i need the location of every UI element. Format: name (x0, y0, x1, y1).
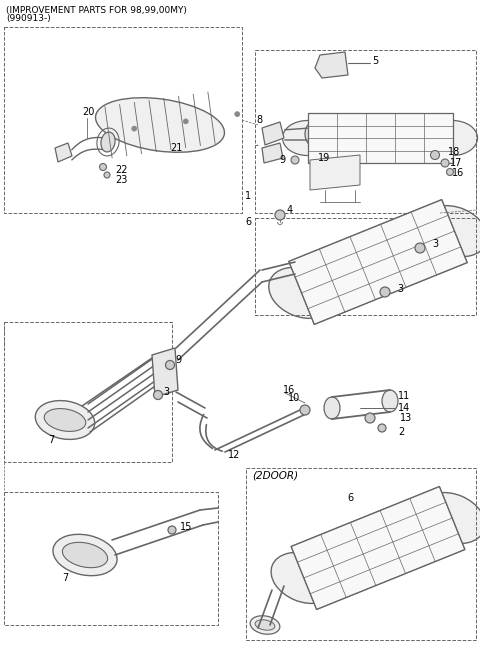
Text: 21: 21 (170, 143, 182, 153)
Text: 13: 13 (400, 413, 412, 423)
Text: 2: 2 (398, 427, 404, 437)
Text: 9: 9 (279, 155, 285, 165)
Polygon shape (55, 143, 72, 162)
Ellipse shape (101, 132, 115, 152)
Text: 3: 3 (432, 239, 438, 249)
Text: (990913-): (990913-) (6, 15, 51, 24)
Polygon shape (262, 143, 283, 163)
Ellipse shape (271, 553, 336, 603)
Text: 11: 11 (398, 391, 410, 401)
Circle shape (291, 156, 299, 164)
Circle shape (183, 119, 188, 124)
Ellipse shape (420, 492, 480, 543)
Ellipse shape (305, 123, 319, 145)
Text: 22: 22 (115, 165, 128, 175)
Text: 18: 18 (448, 147, 460, 157)
Ellipse shape (269, 268, 334, 319)
Text: 1: 1 (245, 191, 251, 201)
Polygon shape (310, 155, 360, 190)
Circle shape (235, 112, 240, 116)
Ellipse shape (382, 390, 398, 412)
Ellipse shape (44, 408, 86, 432)
Ellipse shape (283, 120, 333, 155)
Circle shape (166, 360, 175, 369)
Text: 16: 16 (452, 168, 464, 178)
Text: 6: 6 (347, 493, 353, 503)
Text: 7: 7 (62, 573, 68, 583)
Circle shape (104, 172, 110, 178)
Text: 5: 5 (372, 56, 378, 66)
Text: 14: 14 (398, 403, 410, 413)
Circle shape (132, 126, 137, 131)
Polygon shape (289, 200, 467, 325)
Ellipse shape (53, 534, 117, 576)
Polygon shape (262, 122, 284, 145)
Text: 8: 8 (256, 115, 262, 125)
Text: 19: 19 (318, 153, 330, 163)
Ellipse shape (422, 206, 480, 256)
Text: 3: 3 (397, 284, 403, 294)
Circle shape (380, 287, 390, 297)
Text: (2DOOR): (2DOOR) (252, 471, 298, 481)
Circle shape (99, 163, 107, 171)
Circle shape (441, 159, 449, 167)
Circle shape (378, 424, 386, 432)
Text: 4: 4 (287, 205, 293, 215)
Text: 6: 6 (245, 217, 251, 227)
Polygon shape (152, 348, 178, 397)
Text: 23: 23 (115, 175, 127, 185)
Circle shape (275, 210, 285, 220)
Ellipse shape (62, 542, 108, 568)
Text: 7: 7 (48, 435, 54, 445)
Ellipse shape (35, 401, 95, 440)
Circle shape (415, 243, 425, 253)
Circle shape (154, 391, 163, 399)
Circle shape (365, 413, 375, 423)
Text: 9: 9 (175, 355, 181, 365)
Text: 20: 20 (82, 107, 95, 117)
Text: (IMPROVEMENT PARTS FOR 98,99,00MY): (IMPROVEMENT PARTS FOR 98,99,00MY) (6, 5, 187, 15)
Circle shape (446, 169, 454, 176)
Circle shape (431, 151, 440, 159)
Ellipse shape (428, 120, 478, 155)
Polygon shape (308, 113, 453, 163)
Ellipse shape (250, 616, 280, 635)
Polygon shape (315, 52, 348, 78)
Text: 15: 15 (180, 522, 192, 532)
Text: 17: 17 (450, 158, 462, 168)
Circle shape (300, 405, 310, 415)
Ellipse shape (255, 620, 275, 630)
Circle shape (168, 526, 176, 534)
Ellipse shape (324, 397, 340, 419)
Text: 16: 16 (283, 385, 295, 395)
Polygon shape (291, 486, 465, 609)
Text: 3: 3 (163, 387, 169, 397)
Text: 10: 10 (288, 393, 300, 403)
Ellipse shape (96, 98, 225, 152)
Text: 12: 12 (228, 450, 240, 460)
